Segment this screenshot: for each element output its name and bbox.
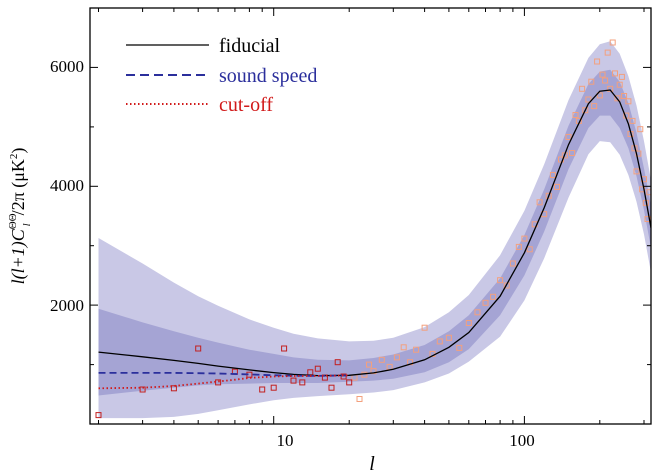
data-point-high-l bbox=[569, 150, 576, 156]
data-point-high-l bbox=[565, 134, 572, 140]
data-point-high-l bbox=[591, 103, 598, 110]
data-point-high-l bbox=[503, 282, 510, 289]
y-axis-label-sup: ΘΘ bbox=[7, 213, 19, 229]
data-point-high-l bbox=[585, 96, 592, 103]
data-point-high-l bbox=[604, 49, 611, 56]
data-point-high-l bbox=[579, 85, 586, 92]
data-point-high-l bbox=[629, 117, 636, 124]
data-point-high-l bbox=[497, 277, 504, 284]
cut-off-curve bbox=[98, 374, 350, 390]
y-axis-label-prefix: l(l+1)C bbox=[8, 228, 29, 284]
data-point-high-l bbox=[554, 183, 560, 190]
data-point-low-l bbox=[290, 377, 297, 384]
data-point-high-l bbox=[536, 199, 543, 206]
data-point-high-l bbox=[509, 260, 516, 267]
legend-label-fiducial: fiducial bbox=[219, 35, 281, 57]
data-point-high-l bbox=[521, 235, 528, 242]
data-point-high-l bbox=[366, 361, 372, 368]
data-point-low-l bbox=[259, 386, 266, 393]
data-point-high-l bbox=[594, 58, 601, 65]
outer-confidence-band bbox=[98, 41, 651, 419]
data-point-high-l bbox=[393, 354, 400, 361]
data-point-high-l bbox=[612, 70, 618, 77]
data-point-low-l bbox=[346, 379, 353, 386]
data-point-high-l bbox=[445, 334, 452, 341]
inner-confidence-band bbox=[98, 69, 651, 396]
data-point-high-l bbox=[614, 95, 621, 102]
data-point-high-l bbox=[400, 344, 407, 351]
data-point-high-l bbox=[646, 189, 651, 196]
data-point-high-l bbox=[596, 92, 603, 99]
x-axis-label: l bbox=[369, 453, 375, 474]
y-axis-label-suffix: /2π (μK bbox=[8, 159, 29, 215]
sound-speed-curve bbox=[98, 372, 350, 377]
data-point-high-l bbox=[607, 85, 614, 92]
data-point-low-l bbox=[334, 359, 341, 366]
data-point-low-l bbox=[340, 373, 347, 380]
data-point-high-l bbox=[616, 81, 623, 88]
data-point-high-l bbox=[361, 371, 368, 378]
data-point-high-l bbox=[413, 346, 420, 353]
data-point-high-l bbox=[545, 192, 552, 199]
legend: fiducial sound speed cut-off bbox=[126, 35, 317, 116]
data-point-low-l bbox=[299, 379, 306, 386]
data-point-high-l bbox=[482, 299, 489, 306]
data-point-high-l bbox=[356, 396, 363, 402]
data-point-high-l bbox=[474, 309, 481, 316]
data-point-high-l bbox=[637, 126, 644, 133]
plot-frame bbox=[89, 7, 652, 425]
data-point-high-l bbox=[436, 338, 443, 345]
y-axis-label-close: ) bbox=[8, 148, 29, 154]
data-point-high-l bbox=[370, 368, 377, 375]
legend-label-cut-off: cut-off bbox=[219, 94, 273, 116]
data-point-low-l bbox=[195, 345, 202, 352]
data-point-high-l bbox=[558, 156, 564, 163]
data-point-low-l bbox=[170, 385, 177, 392]
data-point-high-l bbox=[378, 356, 385, 363]
low-l-data-points bbox=[95, 345, 353, 419]
data-point-high-l bbox=[421, 324, 428, 331]
data-point-low-l bbox=[314, 365, 321, 372]
data-point-low-l bbox=[270, 384, 277, 391]
data-point-high-l bbox=[633, 168, 640, 175]
fiducial-curve bbox=[98, 89, 651, 377]
data-point-high-l bbox=[618, 73, 625, 80]
y-tick-label-6000: 6000 bbox=[50, 57, 84, 76]
data-point-high-l bbox=[572, 112, 579, 118]
legend-label-sound-speed: sound speed bbox=[219, 65, 317, 87]
data-point-high-l bbox=[526, 246, 533, 253]
plot-area bbox=[95, 39, 651, 419]
data-point-high-l bbox=[515, 243, 522, 250]
data-point-low-l bbox=[95, 412, 102, 419]
data-point-high-l bbox=[621, 93, 628, 99]
axis-ticks bbox=[90, 8, 651, 424]
data-point-low-l bbox=[328, 384, 335, 391]
data-point-high-l bbox=[582, 107, 589, 114]
x-tick-label-10: 10 bbox=[277, 431, 294, 450]
data-point-high-l bbox=[599, 71, 606, 78]
x-tick-label-100: 100 bbox=[509, 431, 535, 450]
data-point-high-l bbox=[465, 320, 472, 326]
data-point-high-l bbox=[490, 293, 497, 300]
data-point-high-l bbox=[609, 39, 616, 46]
data-point-high-l bbox=[588, 78, 595, 85]
data-point-high-l bbox=[549, 172, 556, 178]
y-axis-label: l(l+1)CΘΘ l/2π (μK2) bbox=[7, 148, 33, 285]
data-point-high-l bbox=[456, 344, 463, 351]
y-axis-label-unit-sup: 2 bbox=[8, 154, 20, 160]
y-axis-label-sub: l bbox=[21, 223, 33, 226]
data-point-high-l bbox=[625, 98, 632, 105]
data-point-high-l bbox=[602, 77, 609, 84]
y-tick-label-2000: 2000 bbox=[50, 296, 84, 315]
y-tick-label-4000: 4000 bbox=[50, 176, 84, 195]
data-point-low-l bbox=[281, 345, 288, 352]
